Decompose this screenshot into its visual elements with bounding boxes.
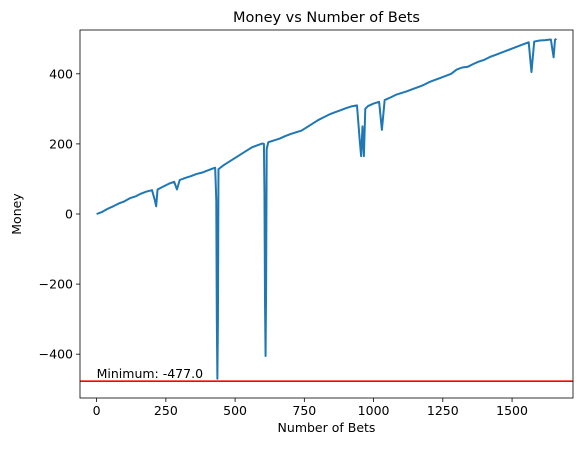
x-tick-label: 1500 — [496, 403, 528, 418]
x-tick-label: 250 — [154, 403, 178, 418]
x-tick-label: 1250 — [427, 403, 459, 418]
y-tick-label: 0 — [65, 207, 73, 222]
y-tick-label: 200 — [49, 136, 73, 151]
plot-background — [80, 30, 573, 398]
series-line-0 — [96, 37, 557, 380]
x-tick-label: 750 — [292, 403, 316, 418]
x-tick-label: 500 — [223, 403, 247, 418]
y-axis-label: Money — [9, 193, 24, 235]
y-tick-label: 400 — [49, 66, 73, 81]
series-layer — [96, 37, 557, 380]
x-tick-label: 0 — [93, 403, 101, 418]
y-axis: −400 −200 0 200 400 — [39, 66, 80, 362]
x-axis: 0 250 500 750 1000 1250 1500 — [93, 398, 528, 418]
plot-area: Minimum: -477.0 — [79, 29, 574, 399]
chart-title: Money vs Number of Bets — [233, 10, 420, 26]
annotation-layer: Minimum: -477.0 — [97, 366, 203, 381]
y-tick-label: −400 — [39, 347, 73, 362]
y-tick-label: −200 — [39, 277, 73, 292]
minimum-annotation: Minimum: -477.0 — [97, 366, 203, 381]
x-tick-label: 1000 — [358, 403, 390, 418]
x-axis-label: Number of Bets — [278, 420, 376, 435]
